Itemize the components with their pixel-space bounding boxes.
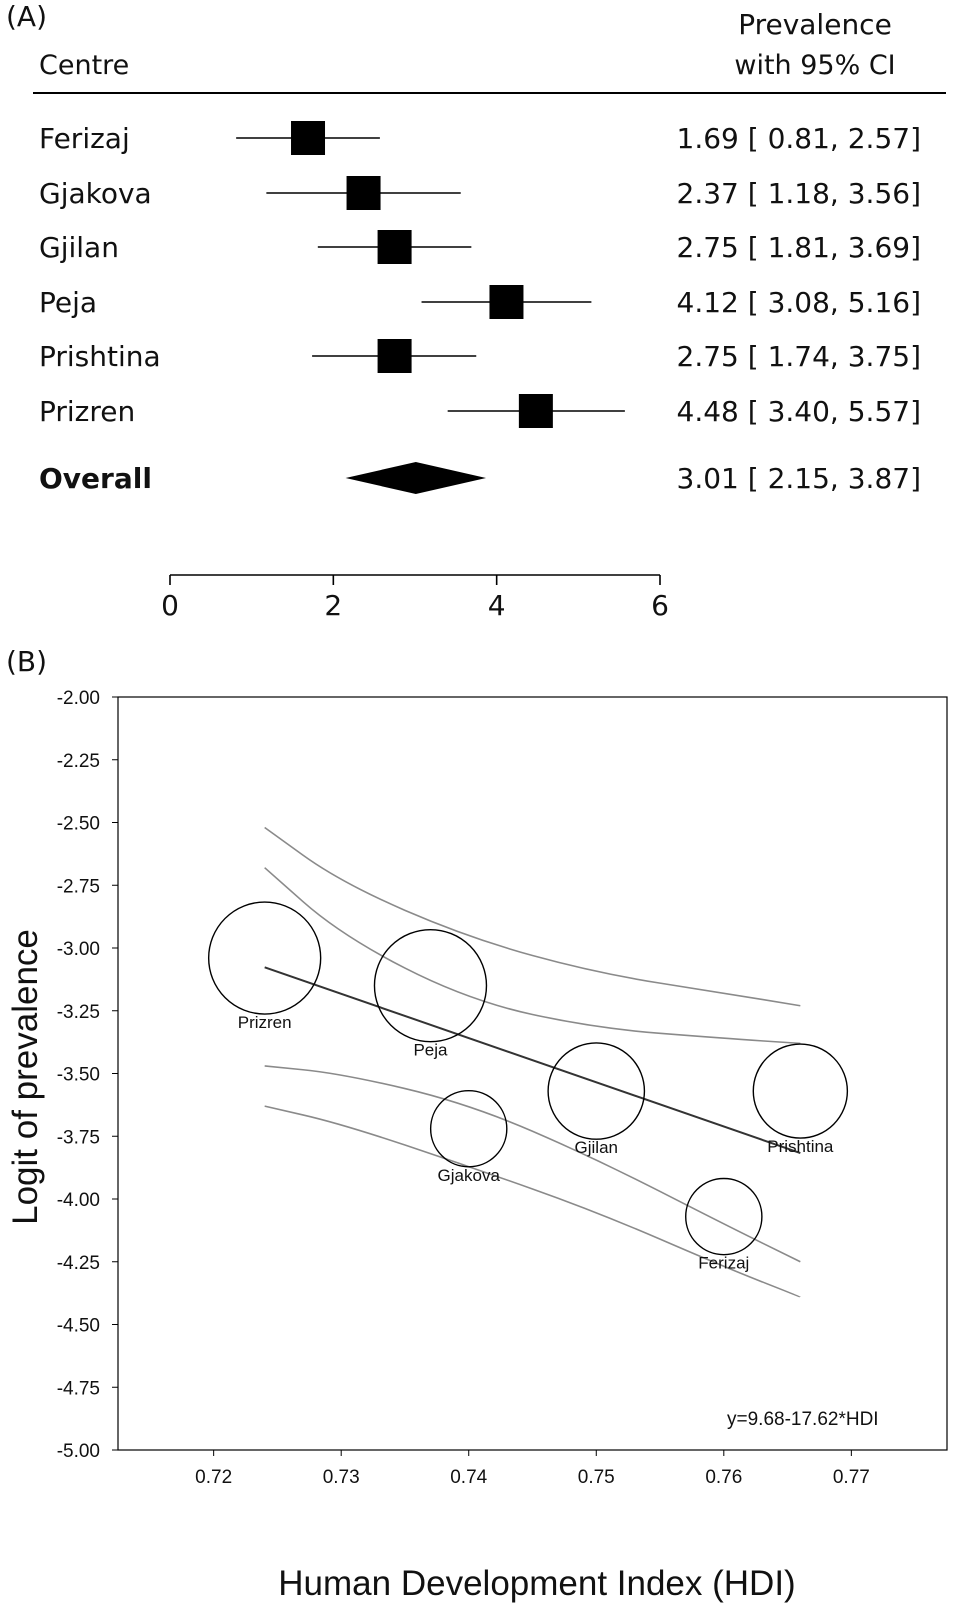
forest-x-tick-label: 6	[651, 589, 669, 622]
forest-label-peja: Peja	[39, 286, 97, 319]
bubble-gjilan	[547, 1042, 646, 1140]
forest-estimate-box-prishtina	[377, 339, 412, 373]
y-tick-label: -4.50	[57, 1316, 100, 1337]
bubble-label-prizren: Prizren	[238, 1013, 292, 1032]
y-tick-label: -2.00	[57, 688, 100, 709]
panel-a-label: (A)	[6, 0, 47, 33]
forest-value-overall: 3.01 [ 2.15, 3.87]	[677, 462, 921, 495]
bubble-prizren	[207, 901, 322, 1015]
y-tick-label: -3.25	[57, 1002, 100, 1023]
x-tick-label: 0.73	[323, 1467, 360, 1488]
forest-value-prishtina: 2.75 [ 1.74, 3.75]	[677, 340, 921, 373]
forest-value-gjilan: 2.75 [ 1.81, 3.69]	[677, 231, 921, 264]
forest-label-gjakova: Gjakova	[39, 177, 152, 210]
y-tick-label: -3.75	[57, 1127, 100, 1148]
forest-x-tick-label: 2	[324, 589, 342, 622]
y-axis-label: Logit of prevalence	[6, 929, 45, 1225]
panel-b-label: (B)	[6, 645, 47, 678]
bubble-label-peja: Peja	[413, 1041, 448, 1060]
forest-value-prizren: 4.48 [ 3.40, 5.57]	[677, 395, 921, 428]
column-header-ci: with 95% CI	[734, 50, 895, 81]
column-header-centre: Centre	[39, 50, 129, 81]
x-tick-label: 0.74	[450, 1467, 487, 1488]
meta-regression-plot: -2.00 -2.25 -2.50 -2.75 -3.00 -3.25 -3.50 -3.75…	[57, 688, 948, 1488]
forest-value-ferizaj: 1.69 [ 0.81, 2.57]	[677, 122, 921, 155]
plot-frame	[117, 696, 948, 1451]
y-tick-label: -4.25	[57, 1253, 100, 1274]
x-axis-label: Human Development Index (HDI)	[278, 1564, 795, 1603]
forest-overall-diamond	[345, 462, 487, 494]
bubble-gjakova	[429, 1089, 508, 1168]
forest-label-gjilan: Gjilan	[39, 231, 119, 264]
forest-estimate-box-gjakova	[346, 176, 381, 210]
bubble-peja	[373, 928, 488, 1043]
confidence-band-line	[264, 1065, 801, 1263]
y-tick-label: -2.25	[57, 751, 100, 772]
forest-estimate-box-peja	[489, 285, 524, 319]
x-tick-label: 0.77	[833, 1467, 870, 1488]
forest-plot: Ferizaj 1.69 [ 0.81, 2.57] Gjakova 2.37 [ 1…	[39, 121, 921, 622]
bubble-label-gjilan: Gjilan	[575, 1138, 618, 1157]
bubble-ferizaj	[685, 1177, 763, 1256]
y-tick-label: -4.75	[57, 1378, 100, 1399]
x-tick-label: 0.72	[195, 1467, 232, 1488]
forest-label-prizren: Prizren	[39, 395, 135, 428]
bubble-label-gjakova: Gjakova	[438, 1166, 501, 1185]
forest-estimate-box-gjilan	[377, 230, 412, 264]
bubble-label-prishtina: Prishtina	[767, 1137, 834, 1156]
x-tick-label: 0.75	[578, 1467, 615, 1488]
forest-estimate-box-ferizaj	[291, 121, 326, 155]
confidence-band-line	[264, 1105, 801, 1298]
x-tick-label: 0.76	[705, 1467, 742, 1488]
y-tick-label: -2.50	[57, 814, 100, 835]
forest-label-ferizaj: Ferizaj	[39, 122, 130, 155]
forest-label-overall: Overall	[39, 462, 152, 495]
forest-estimate-box-prizren	[518, 394, 553, 428]
bubble-prishtina	[752, 1043, 849, 1139]
forest-value-peja: 4.12 [ 3.08, 5.16]	[677, 286, 921, 319]
y-tick-label: -2.75	[57, 876, 100, 897]
confidence-band-line	[264, 826, 801, 1007]
y-tick-label: -5.00	[57, 1441, 100, 1462]
bubble-label-ferizaj: Ferizaj	[698, 1254, 749, 1273]
forest-x-tick-label: 4	[488, 589, 506, 622]
column-header-prevalence: Prevalence	[738, 8, 892, 41]
regression-equation: y=9.68-17.62*HDI	[727, 1409, 879, 1430]
forest-label-prishtina: Prishtina	[39, 340, 161, 373]
forest-x-tick-label: 0	[161, 589, 179, 622]
regression-line	[264, 966, 801, 1154]
forest-value-gjakova: 2.37 [ 1.18, 3.56]	[677, 177, 921, 210]
y-tick-label: -3.50	[57, 1065, 100, 1086]
y-tick-label: -3.00	[57, 939, 100, 960]
confidence-band-line	[264, 867, 801, 1045]
y-tick-label: -4.00	[57, 1190, 100, 1211]
